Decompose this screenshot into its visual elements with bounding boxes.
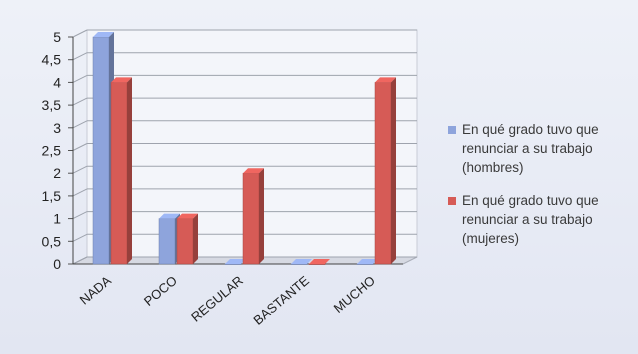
bar-mujeres-bastante [308,263,326,265]
bar-mujeres-nada [110,82,128,265]
gridline-side [72,120,88,129]
y-tick-label: 4,5 [42,52,62,68]
y-tick-label: 3,5 [42,97,62,113]
legend-item-hombres: En qué grado tuvo que renunciar a su tra… [448,120,633,177]
y-tick-label: 0 [53,256,61,272]
bar-top-hombres-mucho [357,259,378,264]
y-tick-label: 2,5 [42,143,62,159]
y-tick-label: 3 [53,120,61,136]
x-tick-label: REGULAR [188,273,246,325]
bar-side-mujeres-regular [259,168,264,264]
legend-label-hombres: En qué grado tuvo que renunciar a su tra… [462,122,599,175]
bar-mujeres-mucho [374,82,392,265]
x-tick-label: MUCHO [331,273,378,316]
y-tick-label: 0,5 [42,233,62,249]
gridline-side [72,143,88,151]
bar-mujeres-regular [242,172,260,265]
bar-top-mujeres-poco [177,213,198,219]
gridline-side [72,211,88,220]
bar-hombres-mucho [356,263,374,265]
gridline-side [72,29,88,38]
bar-side-mujeres-nada [127,77,132,265]
gridline-side [72,256,88,265]
gridline-side [72,165,88,174]
legend-item-mujeres: En qué grado tuvo que renunciar a su tra… [448,191,633,248]
bar-side-mujeres-mucho [391,77,396,265]
bar-top-mujeres-regular [243,168,264,174]
gridline-side [72,188,88,197]
bar-top-hombres-bastante [291,259,312,264]
y-tick-label: 2 [53,165,61,181]
bar-top-mujeres-nada [111,77,132,83]
x-tick-label: BASTANTE [250,273,312,328]
bar-hombres-poco [158,218,176,265]
y-tick-label: 1,5 [42,188,62,204]
gridline-side [72,233,88,242]
legend: En qué grado tuvo que renunciar a su tra… [448,120,633,262]
y-tick-label: 4 [53,74,61,90]
bar-hombres-regular [224,263,242,265]
bar-hombres-nada [92,36,110,265]
gridline-side [72,52,88,61]
bar-hombres-bastante [290,263,308,265]
y-tick-label: 5 [53,29,61,45]
legend-label-mujeres: En qué grado tuvo que renunciar a su tra… [462,193,599,246]
y-tick-label: 1 [53,211,61,227]
gridline-side [72,74,88,83]
x-tick-label: NADA [77,273,115,308]
bar-top-hombres-poco [159,213,180,219]
bar-mujeres-poco [176,218,194,265]
bar-top-hombres-regular [225,259,246,264]
bar-top-mujeres-bastante [309,259,330,264]
gridline-side [72,97,88,106]
x-tick-label: POCO [141,273,180,309]
bar-top-mujeres-mucho [375,77,396,83]
legend-swatch-hombres [448,126,456,134]
legend-swatch-mujeres [448,197,456,205]
bar-side-mujeres-poco [193,213,198,264]
bar-top-hombres-nada [93,32,114,37]
